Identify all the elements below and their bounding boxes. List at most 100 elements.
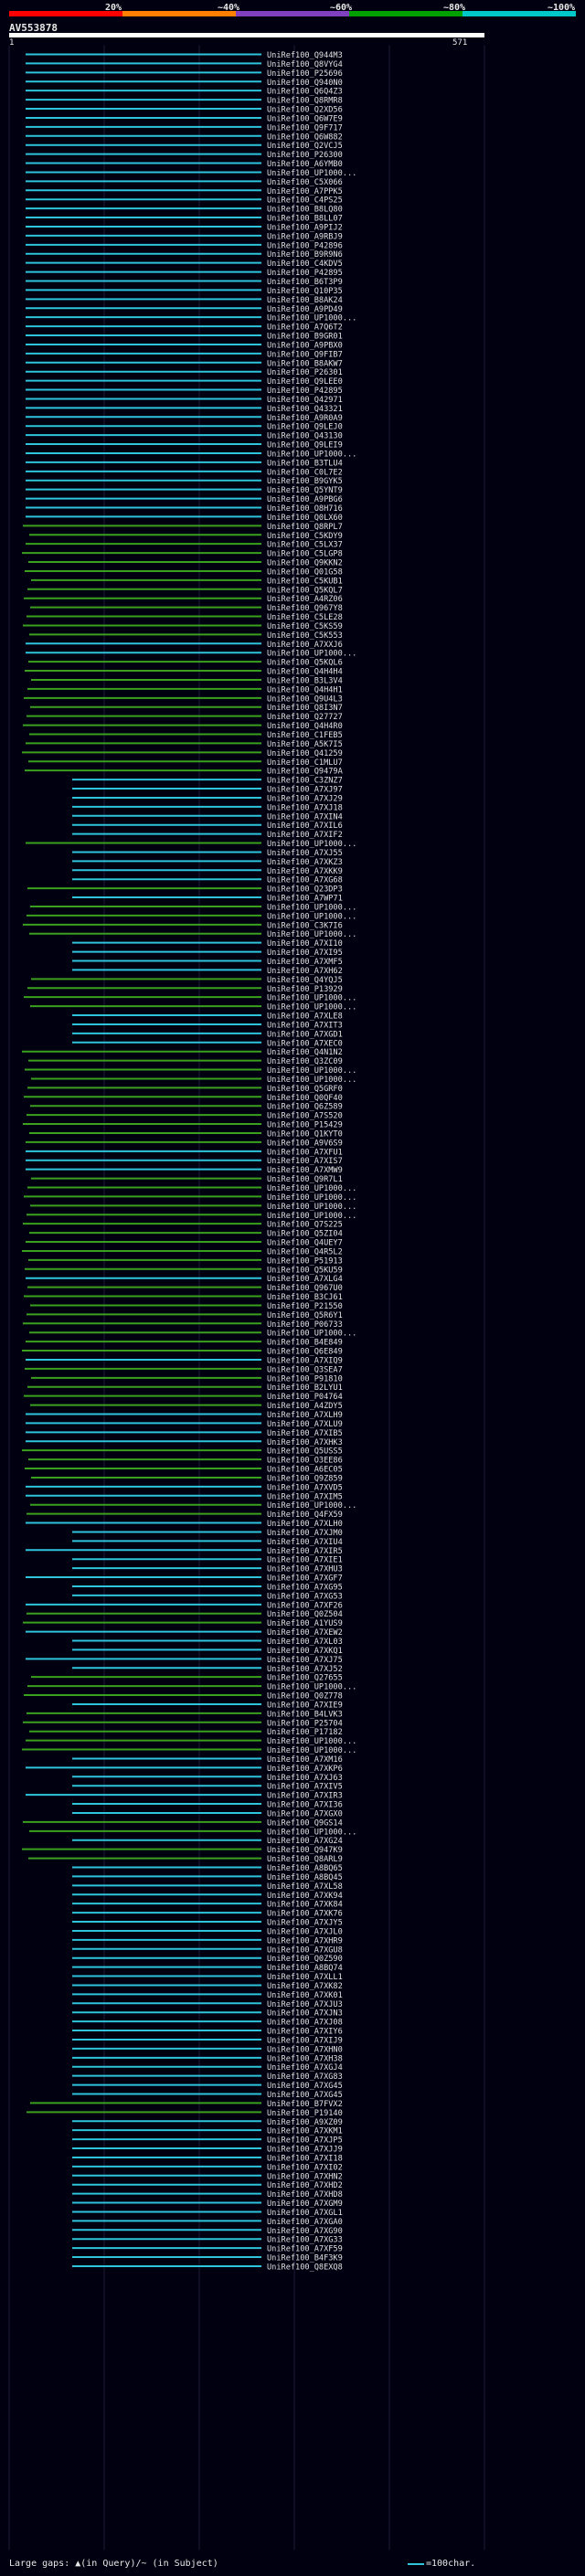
hit-label[interactable]: UniRef100_P15429 xyxy=(267,1121,343,1130)
hit-label[interactable]: UniRef100_A7XVD5 xyxy=(267,1483,343,1492)
hit-label[interactable]: UniRef100_Q23DP3 xyxy=(267,885,343,895)
hit-label[interactable]: UniRef100_UP1000... xyxy=(267,1212,356,1221)
hit-label[interactable]: UniRef100_Q9LEE0 xyxy=(267,377,343,387)
hit-label[interactable]: UniRef100_C1MLU7 xyxy=(267,758,343,768)
hit-label[interactable]: UniRef100_UP1000... xyxy=(267,450,356,459)
hit-label[interactable]: UniRef100_P42895 xyxy=(267,269,343,278)
hit-label[interactable]: UniRef100_Q6Z589 xyxy=(267,1103,343,1112)
hit-label[interactable]: UniRef100_Q4R5L2 xyxy=(267,1247,343,1256)
hit-label[interactable]: UniRef100_A7XHU3 xyxy=(267,1565,343,1574)
hit-label[interactable]: UniRef100_A7XLE8 xyxy=(267,1012,343,1022)
hit-label[interactable]: UniRef100_A7XG24 xyxy=(267,1837,343,1846)
hit-label[interactable]: UniRef100_A7XK76 xyxy=(267,1910,343,1919)
hit-label[interactable]: UniRef100_P91810 xyxy=(267,1374,343,1383)
hit-label[interactable]: UniRef100_A7XGX0 xyxy=(267,1809,343,1818)
hit-label[interactable]: UniRef100_Q10P35 xyxy=(267,287,343,296)
hit-label[interactable]: UniRef100_A7XI10 xyxy=(267,939,343,949)
hit-label[interactable]: UniRef100_Q944M3 xyxy=(267,51,343,60)
hit-label[interactable]: UniRef100_A7XJ29 xyxy=(267,794,343,803)
hit-label[interactable]: UniRef100_Q43130 xyxy=(267,432,343,441)
hit-label[interactable]: UniRef100_A7XH62 xyxy=(267,967,343,976)
hit-label[interactable]: UniRef100_C5K553 xyxy=(267,631,343,641)
hit-label[interactable]: UniRef100_A7XLL1 xyxy=(267,1973,343,1982)
hit-label[interactable]: UniRef100_Q5USS5 xyxy=(267,1447,343,1457)
hit-label[interactable]: UniRef100_UP1000... xyxy=(267,1330,356,1339)
hit-label[interactable]: UniRef100_Q4UEY7 xyxy=(267,1239,343,1248)
hit-label[interactable]: UniRef100_P17182 xyxy=(267,1728,343,1737)
hit-label[interactable]: UniRef100_Q4H4H1 xyxy=(267,685,343,694)
hit-label[interactable]: UniRef100_P21550 xyxy=(267,1302,343,1311)
hit-label[interactable]: UniRef100_A7XKP6 xyxy=(267,1765,343,1774)
hit-label[interactable]: UniRef100_A7XIJ9 xyxy=(267,2036,343,2045)
hit-label[interactable]: UniRef100_A7XL03 xyxy=(267,1638,343,1647)
hit-label[interactable]: UniRef100_B3CJ61 xyxy=(267,1293,343,1302)
hit-label[interactable]: UniRef100_C1FEB5 xyxy=(267,731,343,740)
hit-label[interactable]: UniRef100_Q4FX59 xyxy=(267,1511,343,1520)
hit-label[interactable]: UniRef100_A7XGA0 xyxy=(267,2218,343,2227)
hit-label[interactable]: UniRef100_C5KDY9 xyxy=(267,532,343,541)
hit-label[interactable]: UniRef100_A7XXJ6 xyxy=(267,641,343,650)
hit-label[interactable]: UniRef100_Q0LX60 xyxy=(267,514,343,523)
hit-label[interactable]: UniRef100_Q9FIB7 xyxy=(267,350,343,359)
hit-label[interactable]: UniRef100_A7XIT3 xyxy=(267,1021,343,1030)
hit-label[interactable]: UniRef100_Q27727 xyxy=(267,713,343,722)
hit-label[interactable]: UniRef100_A5K7I5 xyxy=(267,740,343,749)
hit-label[interactable]: UniRef100_A7XG45 xyxy=(267,2091,343,2100)
hit-label[interactable]: UniRef100_B9R9N6 xyxy=(267,250,343,260)
hit-label[interactable]: UniRef100_UP1000... xyxy=(267,1737,356,1746)
hit-label[interactable]: UniRef100_Q8EXQ8 xyxy=(267,2263,343,2272)
hit-label[interactable]: UniRef100_A9XZ09 xyxy=(267,2118,343,2127)
hit-label[interactable]: UniRef100_P26300 xyxy=(267,151,343,160)
hit-label[interactable]: UniRef100_C5LX37 xyxy=(267,541,343,550)
hit-label[interactable]: UniRef100_UP1000... xyxy=(267,1003,356,1012)
hit-label[interactable]: UniRef100_A7XIU4 xyxy=(267,1538,343,1547)
hit-label[interactable]: UniRef100_A7XI02 xyxy=(267,2163,343,2172)
hit-label[interactable]: UniRef100_A7XJ75 xyxy=(267,1656,343,1665)
hit-label[interactable]: UniRef100_A7XG90 xyxy=(267,2227,343,2236)
hit-label[interactable]: UniRef100_Q0Z504 xyxy=(267,1610,343,1619)
hit-label[interactable]: UniRef100_A7XHN2 xyxy=(267,2172,343,2181)
hit-label[interactable]: UniRef100_Q9LEJ0 xyxy=(267,423,343,432)
hit-label[interactable]: UniRef100_Q3ZC09 xyxy=(267,1057,343,1066)
hit-label[interactable]: UniRef100_Q5R6Y1 xyxy=(267,1311,343,1320)
hit-label[interactable]: UniRef100_Q2VCJ5 xyxy=(267,142,343,151)
hit-label[interactable]: UniRef100_P42896 xyxy=(267,241,343,250)
hit-label[interactable]: UniRef100_Q4N1N2 xyxy=(267,1048,343,1057)
hit-label[interactable]: UniRef100_Q9R7L1 xyxy=(267,1175,343,1184)
hit-label[interactable]: UniRef100_UP1000... xyxy=(267,1066,356,1076)
hit-label[interactable]: UniRef100_Q9KKN2 xyxy=(267,559,343,568)
hit-label[interactable]: UniRef100_A4ZDY5 xyxy=(267,1402,343,1411)
hit-label[interactable]: UniRef100_UP1000... xyxy=(267,912,356,921)
hit-label[interactable]: UniRef100_A7XF59 xyxy=(267,2245,343,2254)
hit-label[interactable]: UniRef100_Q6E849 xyxy=(267,1348,343,1357)
hit-label[interactable]: UniRef100_Q3SEA7 xyxy=(267,1365,343,1374)
hit-label[interactable]: UniRef100_Q5ZI04 xyxy=(267,1230,343,1239)
hit-label[interactable]: UniRef100_A7XJL0 xyxy=(267,1927,343,1936)
hit-label[interactable]: UniRef100_A9V6S9 xyxy=(267,1139,343,1148)
hit-label[interactable]: UniRef100_C5LGP8 xyxy=(267,550,343,559)
hit-label[interactable]: UniRef100_Q8ARL9 xyxy=(267,1855,343,1864)
hit-label[interactable]: UniRef100_A7XIY6 xyxy=(267,2028,343,2037)
hit-label[interactable]: UniRef100_P06733 xyxy=(267,1320,343,1330)
hit-label[interactable]: UniRef100_Q9U4L3 xyxy=(267,694,343,704)
hit-label[interactable]: UniRef100_A7XEW2 xyxy=(267,1628,343,1638)
hit-label[interactable]: UniRef100_A7XIE1 xyxy=(267,1556,343,1565)
hit-label[interactable]: UniRef100_B9GYK5 xyxy=(267,477,343,486)
hit-label[interactable]: UniRef100_Q0Z590 xyxy=(267,1955,343,1964)
hit-label[interactable]: UniRef100_B2LYU1 xyxy=(267,1383,343,1393)
hit-label[interactable]: UniRef100_A7XHK3 xyxy=(267,1438,343,1447)
hit-label[interactable]: UniRef100_Q967Y8 xyxy=(267,604,343,613)
hit-label[interactable]: UniRef100_A7XGD1 xyxy=(267,1030,343,1039)
hit-label[interactable]: UniRef100_Q8RMR8 xyxy=(267,97,343,106)
hit-label[interactable]: UniRef100_A6YMB0 xyxy=(267,160,343,169)
hit-label[interactable]: UniRef100_A7XG53 xyxy=(267,1592,343,1601)
hit-label[interactable]: UniRef100_Q4H4R0 xyxy=(267,722,343,731)
hit-label[interactable]: UniRef100_O3EE86 xyxy=(267,1457,343,1466)
hit-label[interactable]: UniRef100_A7XM16 xyxy=(267,1755,343,1765)
hit-label[interactable]: UniRef100_Q940N0 xyxy=(267,79,343,88)
hit-label[interactable]: UniRef100_A9PD49 xyxy=(267,305,343,314)
hit-label[interactable]: UniRef100_A7XLH0 xyxy=(267,1520,343,1529)
hit-label[interactable]: UniRef100_Q5KU59 xyxy=(267,1266,343,1275)
hit-label[interactable]: UniRef100_A7XGU8 xyxy=(267,1945,343,1955)
hit-label[interactable]: UniRef100_Q8RPL7 xyxy=(267,523,343,532)
